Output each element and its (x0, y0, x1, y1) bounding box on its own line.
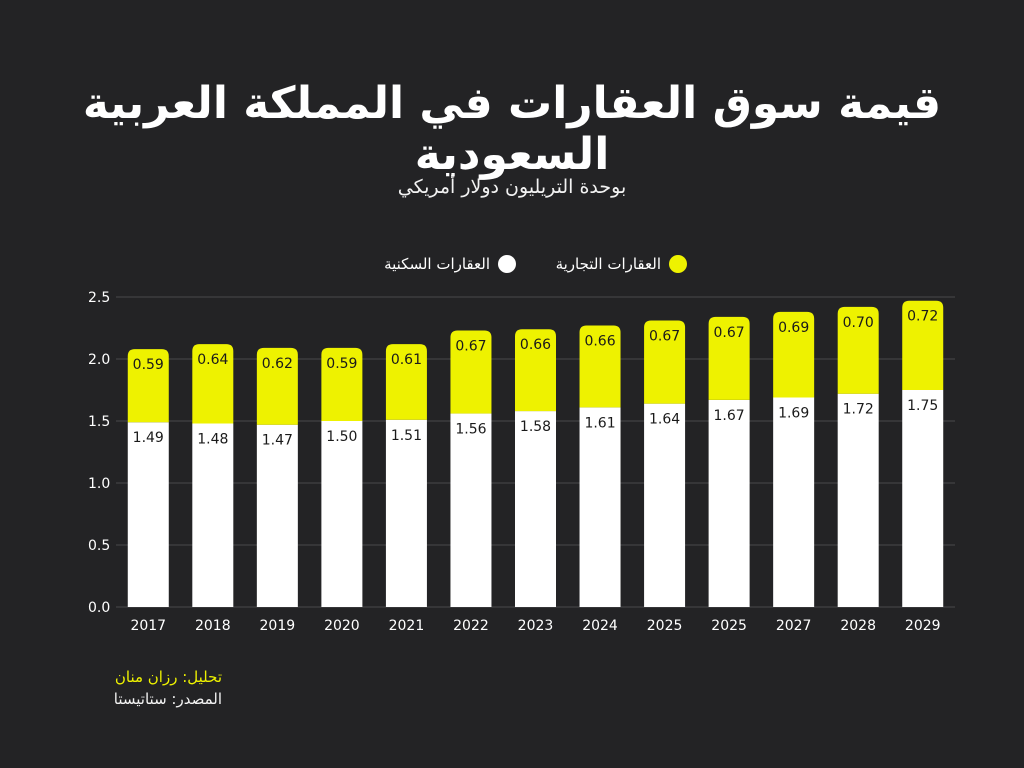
bar-residential (321, 421, 363, 607)
x-tick-label: 2027 (776, 618, 812, 634)
data-label-residential: 1.72 (843, 402, 874, 418)
bar-residential (385, 419, 427, 607)
data-label-commercial: 0.62 (262, 356, 293, 372)
data-label-residential: 1.56 (455, 422, 486, 438)
y-tick-label: 2.0 (88, 352, 110, 368)
data-label-residential: 1.51 (391, 428, 422, 444)
data-label-commercial: 0.61 (391, 352, 422, 368)
data-label-residential: 1.58 (520, 419, 551, 435)
data-label-commercial: 0.67 (714, 325, 745, 341)
data-label-residential: 1.69 (778, 405, 809, 421)
bar-residential (773, 397, 815, 607)
y-tick-label: 1.0 (88, 476, 110, 492)
y-tick-label: 0.5 (88, 538, 110, 554)
x-tick-label: 2018 (195, 618, 231, 634)
bar-commercial (192, 344, 234, 424)
data-label-residential: 1.64 (649, 412, 680, 428)
data-label-commercial: 0.66 (584, 334, 615, 350)
data-label-residential: 1.47 (262, 433, 293, 449)
legend-swatch-commercial (669, 255, 687, 273)
bar-commercial (708, 316, 750, 400)
legend-item-commercial: العقارات التجارية (556, 252, 687, 276)
data-label-commercial: 0.67 (455, 338, 486, 354)
data-label-commercial: 0.66 (520, 337, 551, 353)
x-tick-label: 2029 (905, 618, 941, 634)
bar-commercial (515, 329, 556, 412)
bar-commercial (579, 325, 621, 408)
data-label-residential: 1.49 (133, 430, 164, 446)
bar-residential (644, 403, 686, 607)
bar-residential (256, 424, 298, 607)
data-label-commercial: 0.59 (133, 357, 164, 373)
y-tick-label: 2.5 (88, 290, 110, 306)
x-tick-label: 2024 (582, 618, 618, 634)
source-credit: المصدر: ستاتيستا (113, 690, 222, 708)
bar-commercial (450, 330, 492, 414)
data-label-commercial: 0.67 (649, 329, 680, 345)
x-tick-label: 2025 (647, 618, 683, 634)
bar-residential (837, 393, 879, 607)
bar-residential (579, 407, 621, 607)
x-tick-label: 2023 (518, 618, 554, 634)
bar-residential (708, 399, 750, 607)
bar-commercial (127, 349, 169, 423)
data-label-commercial: 0.70 (843, 315, 874, 331)
bar-commercial (644, 320, 686, 404)
x-tick-label: 2025 (711, 618, 747, 634)
legend-label-residential: العقارات السكنية (384, 255, 490, 273)
data-label-commercial: 0.72 (907, 309, 938, 325)
chart-title: قيمة سوق العقارات في المملكة العربية الس… (82, 78, 942, 180)
x-tick-label: 2022 (453, 618, 489, 634)
data-label-residential: 1.48 (197, 431, 228, 447)
bar-residential (450, 413, 492, 607)
data-label-commercial: 0.64 (197, 352, 228, 368)
bar-residential (515, 411, 556, 607)
x-tick-label: 2017 (130, 618, 166, 634)
x-tick-label: 2020 (324, 618, 360, 634)
bar-commercial (902, 300, 944, 390)
bar-commercial (321, 347, 363, 421)
analysis-credit: تحليل: رزان منان (114, 668, 222, 686)
data-label-commercial: 0.59 (326, 356, 357, 372)
bar-residential (127, 422, 169, 607)
x-tick-label: 2021 (389, 618, 425, 634)
legend-label-commercial: العقارات التجارية (555, 255, 661, 273)
data-label-residential: 1.75 (907, 398, 938, 414)
legend-swatch-residential (498, 255, 516, 273)
bar-residential (902, 390, 944, 607)
bar-commercial (256, 347, 298, 425)
bar-residential (192, 423, 234, 607)
x-tick-label: 2019 (260, 618, 296, 634)
x-tick-label: 2028 (840, 618, 876, 634)
y-tick-label: 1.5 (88, 414, 110, 430)
legend: العقارات التجارية العقارات السكنية (0, 252, 1024, 276)
legend-item-residential: العقارات السكنية (384, 252, 516, 276)
bar-commercial (385, 344, 427, 420)
data-label-residential: 1.61 (584, 415, 615, 431)
y-tick-label: 0.0 (88, 600, 110, 616)
bar-commercial (837, 306, 879, 394)
data-label-commercial: 0.69 (778, 320, 809, 336)
data-label-residential: 1.67 (714, 408, 745, 424)
bar-commercial (773, 311, 815, 398)
chart-subtitle: بوحدة التريليون دولار أمريكي (397, 176, 627, 198)
data-label-residential: 1.50 (326, 429, 357, 445)
